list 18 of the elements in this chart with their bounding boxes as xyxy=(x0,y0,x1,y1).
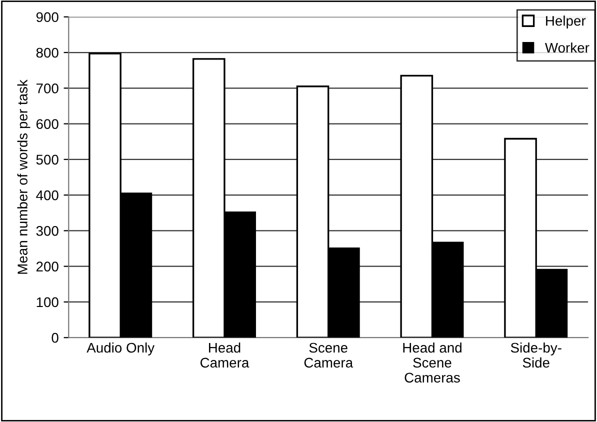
x-tick-label: Side-by- Side xyxy=(510,342,562,368)
y-axis-title: Mean number of words per task xyxy=(17,80,30,274)
y-tick-label: 300 xyxy=(36,226,58,236)
legend-label: Worker xyxy=(544,42,590,53)
y-tick-label: 700 xyxy=(36,83,58,94)
x-tick-label: Head and Scene Cameras xyxy=(403,342,462,383)
y-tick-label: 500 xyxy=(36,154,58,165)
y-tick-label: 100 xyxy=(36,297,58,308)
y-tick-label: 600 xyxy=(36,119,58,129)
x-tick-label: Scene Camera xyxy=(304,342,354,368)
y-tick-label: 900 xyxy=(36,12,58,22)
y-tick-label: 800 xyxy=(36,48,58,58)
x-tick-label: Audio Only xyxy=(86,342,155,356)
y-tick-label: 0 xyxy=(52,332,58,343)
x-tick-label: Head Camera xyxy=(200,342,250,368)
legend-label: Helper xyxy=(546,16,586,29)
y-tick-label: 400 xyxy=(36,190,58,200)
y-tick-label: 200 xyxy=(36,262,58,272)
